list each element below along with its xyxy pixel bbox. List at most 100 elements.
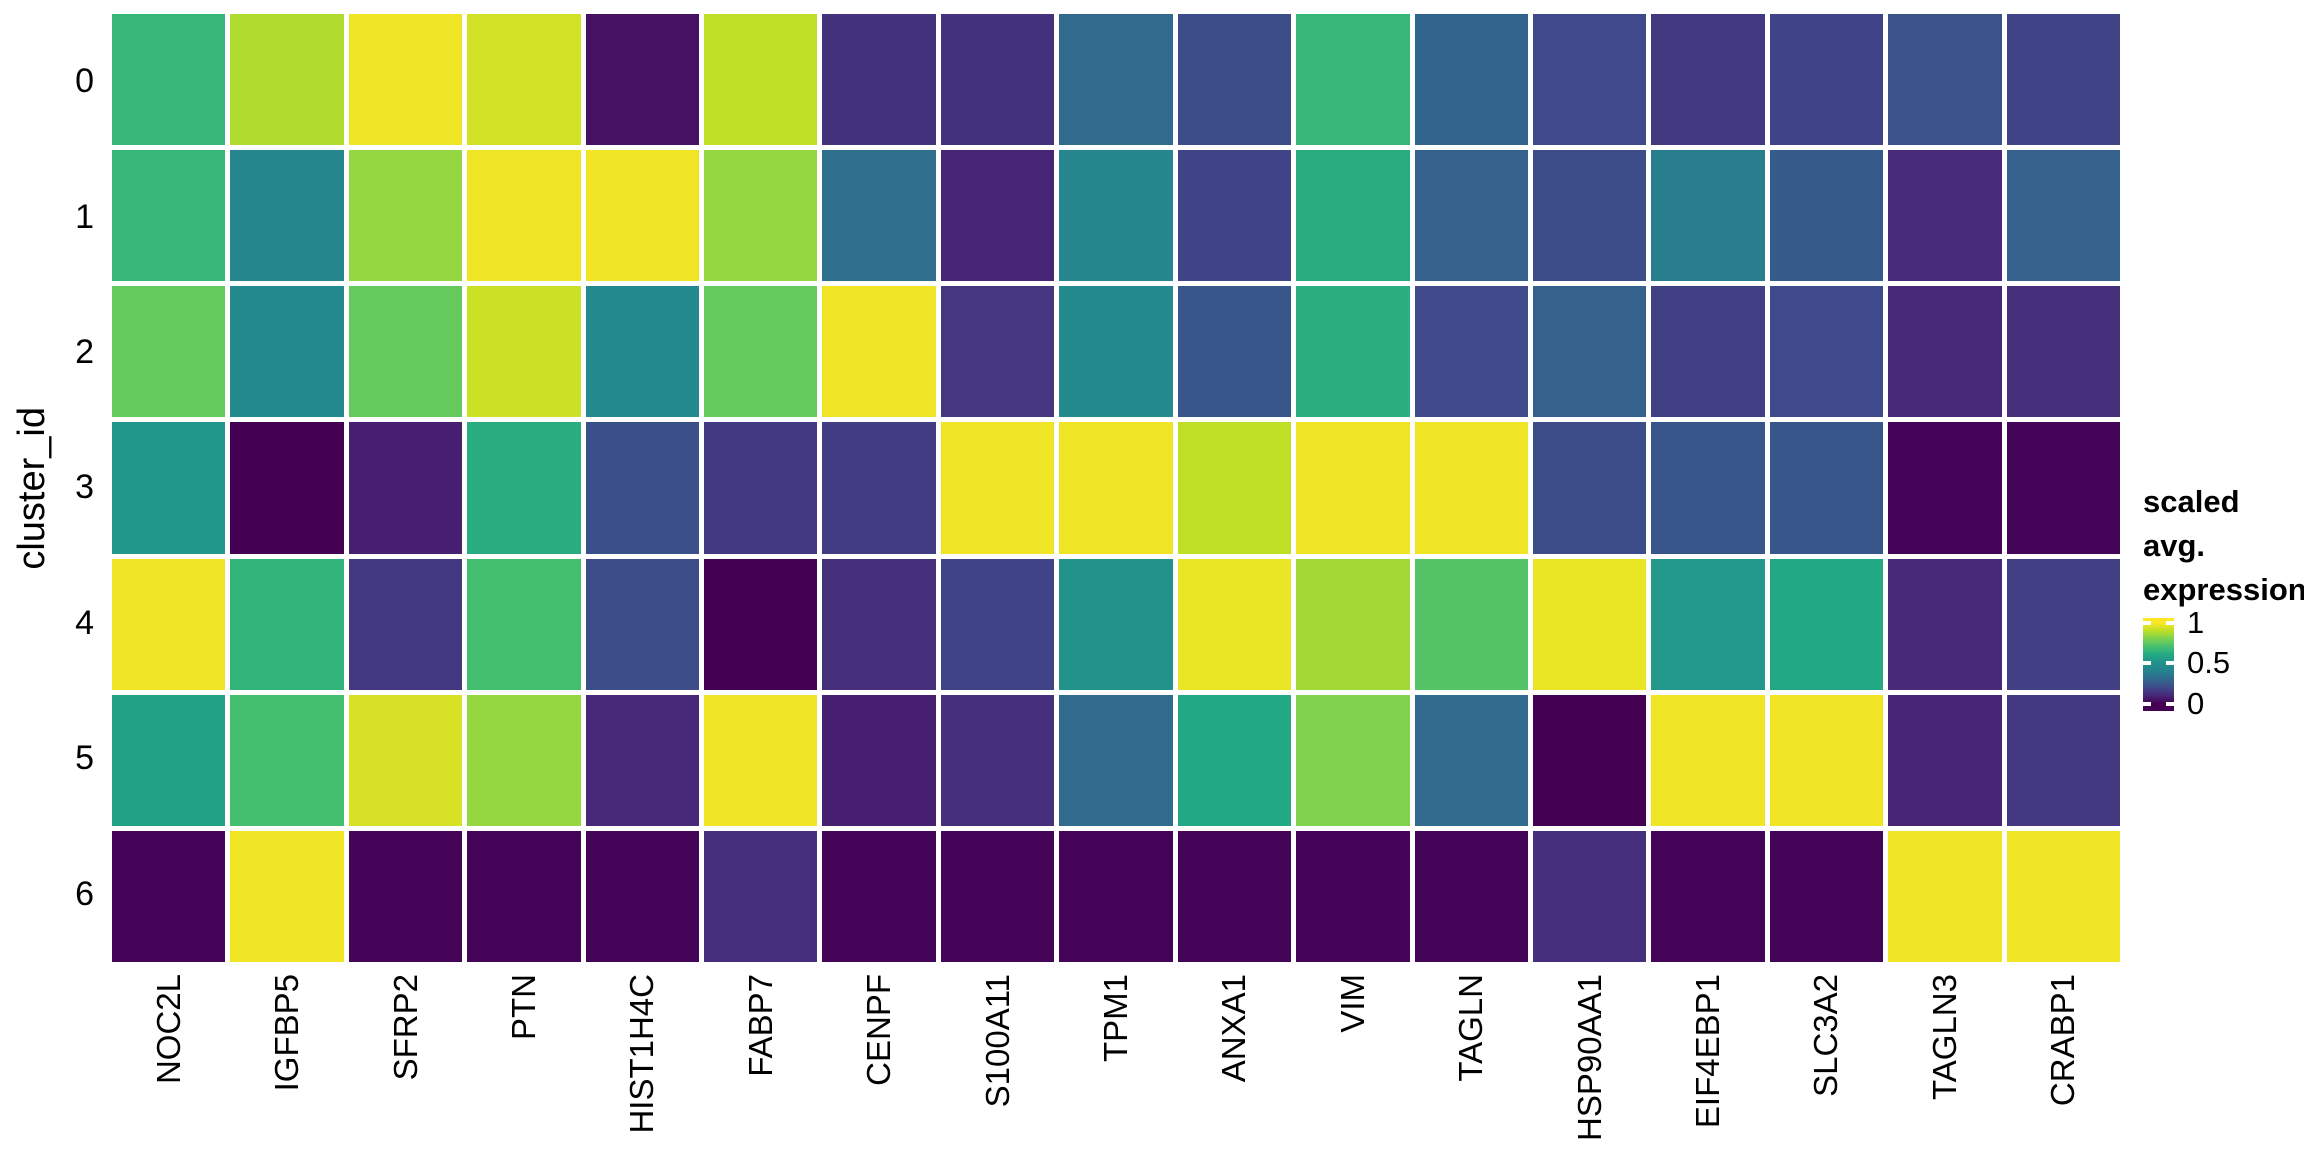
heatmap-cell (940, 830, 1055, 962)
heatmap-cell (1059, 150, 1173, 282)
heatmap-cell (2006, 14, 2120, 146)
heatmap-cell (112, 830, 226, 962)
heatmap-cell (1888, 14, 2002, 146)
heatmap-cell (1532, 694, 1647, 826)
heatmap-cell (1059, 422, 1173, 554)
heatmap-cell (1414, 558, 1528, 690)
y-axis-tick-label: 1 (75, 197, 94, 236)
y-axis-tick-label: 2 (75, 333, 94, 372)
heatmap-cell (585, 286, 700, 418)
heatmap-cell (940, 558, 1055, 690)
x-axis-tick-label: IGFBP5 (230, 974, 343, 1149)
heatmap-cell (1888, 286, 2002, 418)
heatmap-cell (1296, 150, 1410, 282)
heatmap-cell (1177, 150, 1292, 282)
x-axis-tick-label: S100A11 (941, 974, 1054, 1149)
x-axis-tick-label: SFRP2 (349, 974, 462, 1149)
heatmap-cell (348, 694, 463, 826)
heatmap-cell (348, 14, 463, 146)
heatmap-cell (1296, 286, 1410, 418)
x-axis-tick-label: TPM1 (1059, 974, 1172, 1149)
heatmap-cell (1532, 422, 1647, 554)
heatmap-cell (1651, 694, 1765, 826)
heatmap-cell (230, 558, 344, 690)
legend: scaled avg. expression 1 0.5 0 (2143, 480, 2304, 720)
y-axis-tick-label: 6 (75, 874, 94, 913)
y-axis-tick-label: 0 (75, 62, 94, 101)
heatmap-cell (704, 286, 818, 418)
heatmap-cell (230, 150, 344, 282)
heatmap-cell (1769, 422, 1884, 554)
heatmap-cell (585, 14, 700, 146)
x-axis-tick-label-text: SFRP2 (386, 974, 424, 1081)
heatmap-cell (467, 14, 581, 146)
heatmap-cell (1414, 694, 1528, 826)
heatmap-cell (112, 150, 226, 282)
x-axis-tick-label-text: FABP7 (741, 974, 779, 1077)
heatmap-cell (112, 558, 226, 690)
legend-tick-label: 0.5 (2187, 645, 2231, 681)
legend-tick-mark (2143, 620, 2151, 625)
x-axis-tick-label: HSP90AA1 (1533, 974, 1646, 1149)
heatmap-cell (1651, 150, 1765, 282)
heatmap-cell (112, 694, 226, 826)
heatmap-cell (230, 830, 344, 962)
heatmap-cell (1532, 558, 1647, 690)
x-axis-tick-label-text: CENPF (860, 974, 898, 1086)
heatmap-cell (1532, 830, 1647, 962)
heatmap-cell (467, 830, 581, 962)
heatmap-cell (822, 150, 936, 282)
heatmap-cell (1296, 422, 1410, 554)
heatmap-cell (1769, 14, 1884, 146)
heatmap-cell (940, 150, 1055, 282)
y-axis-tick-label: 3 (75, 468, 94, 507)
heatmap-cell (1888, 150, 2002, 282)
heatmap-cell (1059, 830, 1173, 962)
heatmap-cell (1769, 286, 1884, 418)
x-axis-tick-label-text: PTN (504, 974, 542, 1040)
heatmap-cell (348, 830, 463, 962)
y-axis-tick-label: 5 (75, 739, 94, 778)
heatmap-cell (1769, 694, 1884, 826)
x-axis-tick-label: VIM (1296, 974, 1409, 1149)
x-axis-tick-label-text: ANXA1 (1215, 974, 1253, 1083)
heatmap-cell (1177, 14, 1292, 146)
heatmap-cell (1651, 14, 1765, 146)
heatmap-cell (230, 286, 344, 418)
legend-title: scaled avg. expression (2143, 480, 2304, 612)
heatmap-cell (1769, 150, 1884, 282)
heatmap-cell (1177, 286, 1292, 418)
heatmap-cell (230, 14, 344, 146)
x-axis-tick-label: CRABP1 (2007, 974, 2120, 1149)
heatmap-cell (2006, 150, 2120, 282)
heatmap-cell (112, 286, 226, 418)
heatmap-cell (1177, 830, 1292, 962)
heatmap-cell (1532, 286, 1647, 418)
heatmap-cell (704, 422, 818, 554)
x-axis-tick-label: TAGLN3 (1888, 974, 2001, 1149)
heatmap-cell (1769, 558, 1884, 690)
x-axis-tick-label-text: EIF4EBP1 (1689, 974, 1727, 1129)
x-axis-tick-label: ANXA1 (1178, 974, 1291, 1149)
heatmap-cell (1888, 830, 2002, 962)
heatmap-cell (940, 286, 1055, 418)
heatmap-cell (822, 558, 936, 690)
heatmap-cell (467, 422, 581, 554)
heatmap-cell (940, 694, 1055, 826)
heatmap-cell (1177, 558, 1292, 690)
legend-tick-mark (2143, 661, 2151, 666)
heatmap-cell (1769, 830, 1884, 962)
heatmap-cell (1651, 558, 1765, 690)
x-axis-tick-label: HIST1H4C (586, 974, 699, 1149)
x-axis-tick-label-text: NOC2L (149, 974, 187, 1085)
heatmap-cell (348, 150, 463, 282)
heatmap-cell (1414, 830, 1528, 962)
heatmap-cell (2006, 286, 2120, 418)
heatmap-cell (704, 830, 818, 962)
x-axis-tick-label: CENPF (822, 974, 935, 1149)
heatmap-cell (704, 558, 818, 690)
legend-tick-mark (2143, 701, 2151, 706)
heatmap-cell (940, 14, 1055, 146)
x-axis-tick-label-text: TAGLN (1452, 974, 1490, 1082)
heatmap-cell (822, 830, 936, 962)
